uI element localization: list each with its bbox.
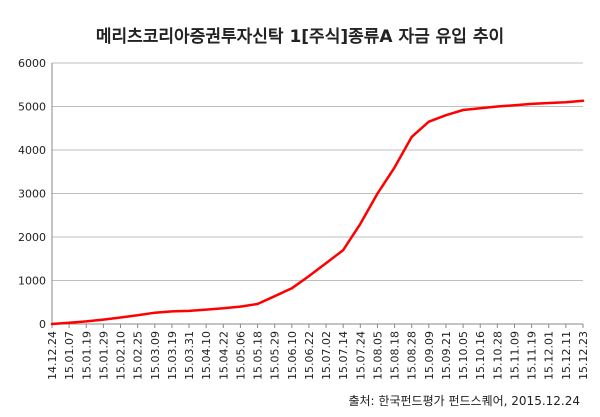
- x-tick-label: 15.08.28: [406, 331, 419, 380]
- x-tick-label: 15.12.23: [577, 331, 590, 380]
- data-point: [513, 104, 516, 107]
- data-point: [376, 192, 379, 195]
- y-tick-label: 6000: [18, 57, 46, 70]
- y-tick-label: 2000: [18, 231, 46, 244]
- y-tick-label: 4000: [18, 144, 46, 157]
- x-tick-label: 15.01.29: [97, 331, 110, 380]
- chart-title: 메리츠코리아증권투자신탁 1[주식]종류A 자금 유입 추이: [95, 27, 505, 47]
- x-tick-label: 15.10.05: [457, 331, 470, 380]
- data-point: [290, 287, 293, 290]
- x-tick-label: 15.12.01: [543, 331, 556, 380]
- y-tick-label: 0: [39, 318, 46, 331]
- x-tick-label: 15.09.21: [440, 331, 453, 380]
- y-tick-label: 5000: [18, 101, 46, 114]
- x-tick-label: 15.05.06: [234, 331, 247, 380]
- source-note: 출처: 한국펀드평가 펀드스퀘어, 2015.12.24: [348, 394, 580, 408]
- series-layer: [50, 99, 585, 326]
- data-point: [307, 275, 310, 278]
- data-point: [393, 166, 396, 169]
- x-tick-label: 15.01.19: [80, 331, 93, 380]
- data-point: [85, 320, 88, 323]
- data-point: [68, 321, 71, 324]
- data-point: [119, 316, 122, 319]
- x-tick-label: 15.07.02: [320, 331, 333, 380]
- x-tick-label: 15.01.07: [63, 331, 76, 380]
- y-tick-label: 3000: [18, 188, 46, 201]
- x-tick-label: 14.12.24: [46, 331, 59, 380]
- data-point: [325, 262, 328, 265]
- data-point: [153, 311, 156, 314]
- data-point: [444, 114, 447, 117]
- data-point: [256, 302, 259, 305]
- data-point: [239, 305, 242, 308]
- data-point: [51, 323, 54, 326]
- data-point: [410, 135, 413, 138]
- data-point: [462, 108, 465, 111]
- y-tick-label: 1000: [18, 275, 46, 288]
- data-point: [273, 295, 276, 298]
- x-tick-label: 15.08.18: [389, 331, 402, 380]
- y-tick-labels: 0 1000 2000 3000 4000 5000 6000: [18, 57, 46, 331]
- x-tick-label: 15.11.09: [508, 331, 521, 380]
- x-tick-label: 15.06.22: [303, 331, 316, 380]
- x-tick-label: 15.05.18: [252, 331, 265, 380]
- data-point: [188, 309, 191, 312]
- x-tick-label: 15.03.19: [166, 331, 179, 380]
- x-tick-label: 15.10.28: [491, 331, 504, 380]
- data-point: [170, 310, 173, 313]
- x-tick-label: 15.07.24: [354, 331, 367, 380]
- data-point: [530, 102, 533, 105]
- data-point: [136, 314, 139, 317]
- x-tick-label: 15.02.10: [115, 331, 128, 380]
- data-point: [359, 222, 362, 225]
- data-point: [205, 308, 208, 311]
- data-point: [582, 99, 585, 102]
- axes: [51, 63, 584, 328]
- data-point: [564, 101, 567, 104]
- x-tick-labels: 14.12.24 15.01.07 15.01.19 15.01.29 15.02.10…: [46, 331, 590, 380]
- data-point: [496, 105, 499, 108]
- x-tick-label: 15.07.14: [337, 331, 350, 380]
- data-point: [222, 307, 225, 310]
- x-tick-label: 15.03.09: [149, 331, 162, 380]
- data-point: [427, 120, 430, 123]
- x-tick-label: 15.03.31: [183, 331, 196, 380]
- x-tick-label: 15.11.19: [526, 331, 539, 380]
- data-point: [342, 249, 345, 252]
- data-point: [479, 107, 482, 110]
- x-tick-label: 15.04.22: [217, 331, 230, 380]
- x-tick-label: 15.04.10: [200, 331, 213, 380]
- x-tick-label: 15.06.10: [286, 331, 299, 380]
- x-tick-label: 15.05.29: [269, 331, 282, 380]
- x-tick-label: 15.02.25: [132, 331, 145, 380]
- x-tick-label: 15.12.11: [560, 331, 573, 380]
- data-point: [547, 102, 550, 105]
- x-tick-label: 15.10.16: [474, 331, 487, 380]
- x-tick-label: 15.08.05: [371, 331, 384, 380]
- data-point: [102, 318, 105, 321]
- gridlines: [52, 62, 583, 281]
- series-line: [50, 99, 585, 326]
- x-tick-label: 15.09.09: [423, 331, 436, 380]
